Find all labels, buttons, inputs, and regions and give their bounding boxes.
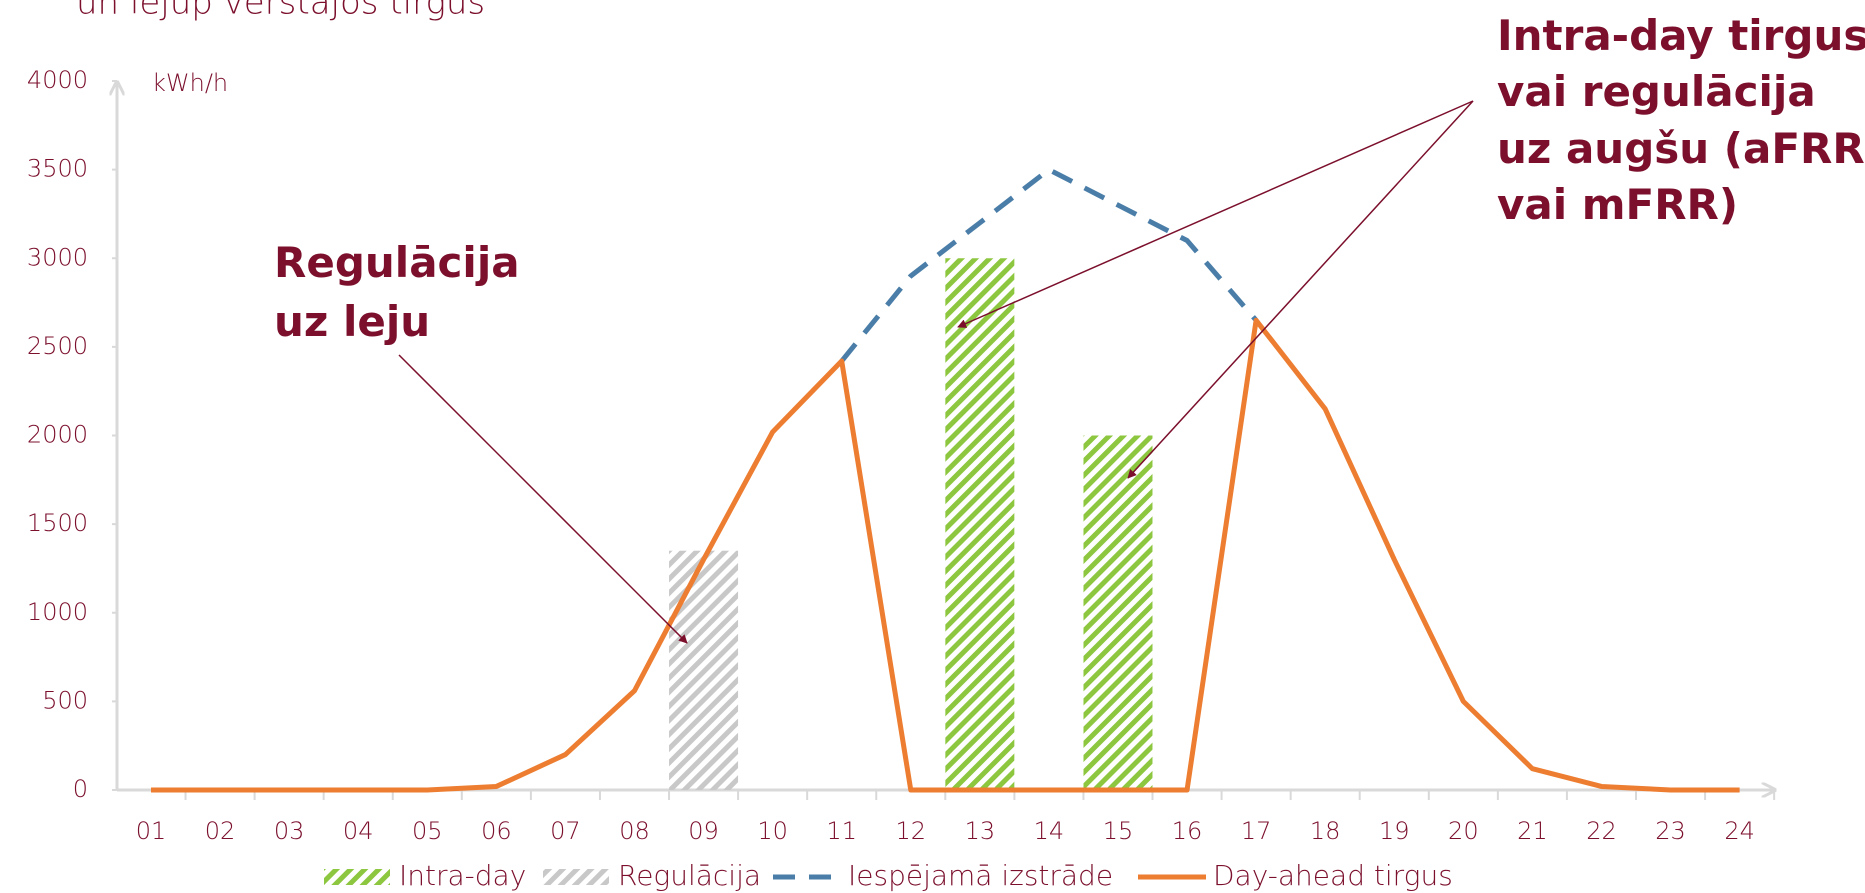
x-tick-label: 03 (274, 817, 305, 845)
bar (1083, 435, 1153, 790)
y-axis-label: kWh/h (152, 69, 228, 97)
annotation: vai mFRR) (1497, 180, 1738, 229)
x-tick-label: 19 (1379, 817, 1410, 845)
line (839, 167, 1259, 363)
annotation: uz leju (274, 297, 430, 346)
annotation: vai regulācija (1497, 67, 1816, 116)
x-tick-label: 05 (412, 817, 443, 845)
x-tick-label: 21 (1517, 817, 1548, 845)
x-tick-label: 20 (1448, 817, 1479, 845)
annotation-arrow (957, 100, 1474, 328)
y-tick-label: 2000 (27, 421, 88, 449)
x-tick-label: 10 (757, 817, 788, 845)
y-tick-label: 3500 (27, 155, 88, 183)
x-tick-label: 24 (1724, 817, 1755, 845)
x-tick-label: 15 (1103, 817, 1134, 845)
x-tick-label: 07 (550, 817, 581, 845)
bar (945, 258, 1015, 790)
x-tick-label: 14 (1034, 817, 1065, 845)
x-tick-label: 13 (965, 817, 996, 845)
legend-swatch (324, 869, 390, 885)
y-tick-label: 500 (42, 686, 88, 714)
bar (669, 550, 739, 790)
line (151, 317, 1740, 793)
y-tick-label: 1500 (27, 509, 88, 537)
x-tick-label: 12 (895, 817, 926, 845)
x-tick-label: 04 (343, 817, 374, 845)
annotation: Regulācija (274, 238, 520, 287)
x-tick-label: 23 (1655, 817, 1686, 845)
legend-label: Regulācija (618, 859, 761, 892)
x-tick-label: 16 (1172, 817, 1203, 845)
y-tick-label: 0 (73, 775, 88, 803)
legend-swatch (543, 869, 609, 885)
x-tick-label: 22 (1586, 817, 1617, 845)
annotation-arrow (398, 354, 688, 644)
y-tick-label: 2500 (27, 332, 88, 360)
legend-label: Iespējamā izstrāde (848, 859, 1113, 892)
annotation-arrow (1127, 100, 1474, 479)
x-tick-label: 08 (619, 817, 650, 845)
legend-label: Intra-day (399, 859, 526, 892)
y-tick-label: 1000 (27, 598, 88, 626)
y-tick-label: 4000 (27, 66, 88, 94)
x-tick-label: 06 (481, 817, 512, 845)
x-tick-label: 17 (1241, 817, 1272, 845)
x-tick-label: 01 (136, 817, 167, 845)
x-tick-label: 18 (1310, 817, 1341, 845)
chart-title: un lejup vērstajos tirgus (76, 0, 485, 23)
y-tick-label: 3000 (27, 243, 88, 271)
x-tick-label: 09 (688, 817, 719, 845)
legend-label: Day-ahead tirgus (1213, 859, 1453, 892)
annotation: uz augšu (aFRR (1497, 124, 1865, 173)
x-tick-label: 02 (205, 817, 236, 845)
x-tick-label: 11 (826, 817, 857, 845)
annotation: Intra-day tirgus (1497, 11, 1865, 60)
